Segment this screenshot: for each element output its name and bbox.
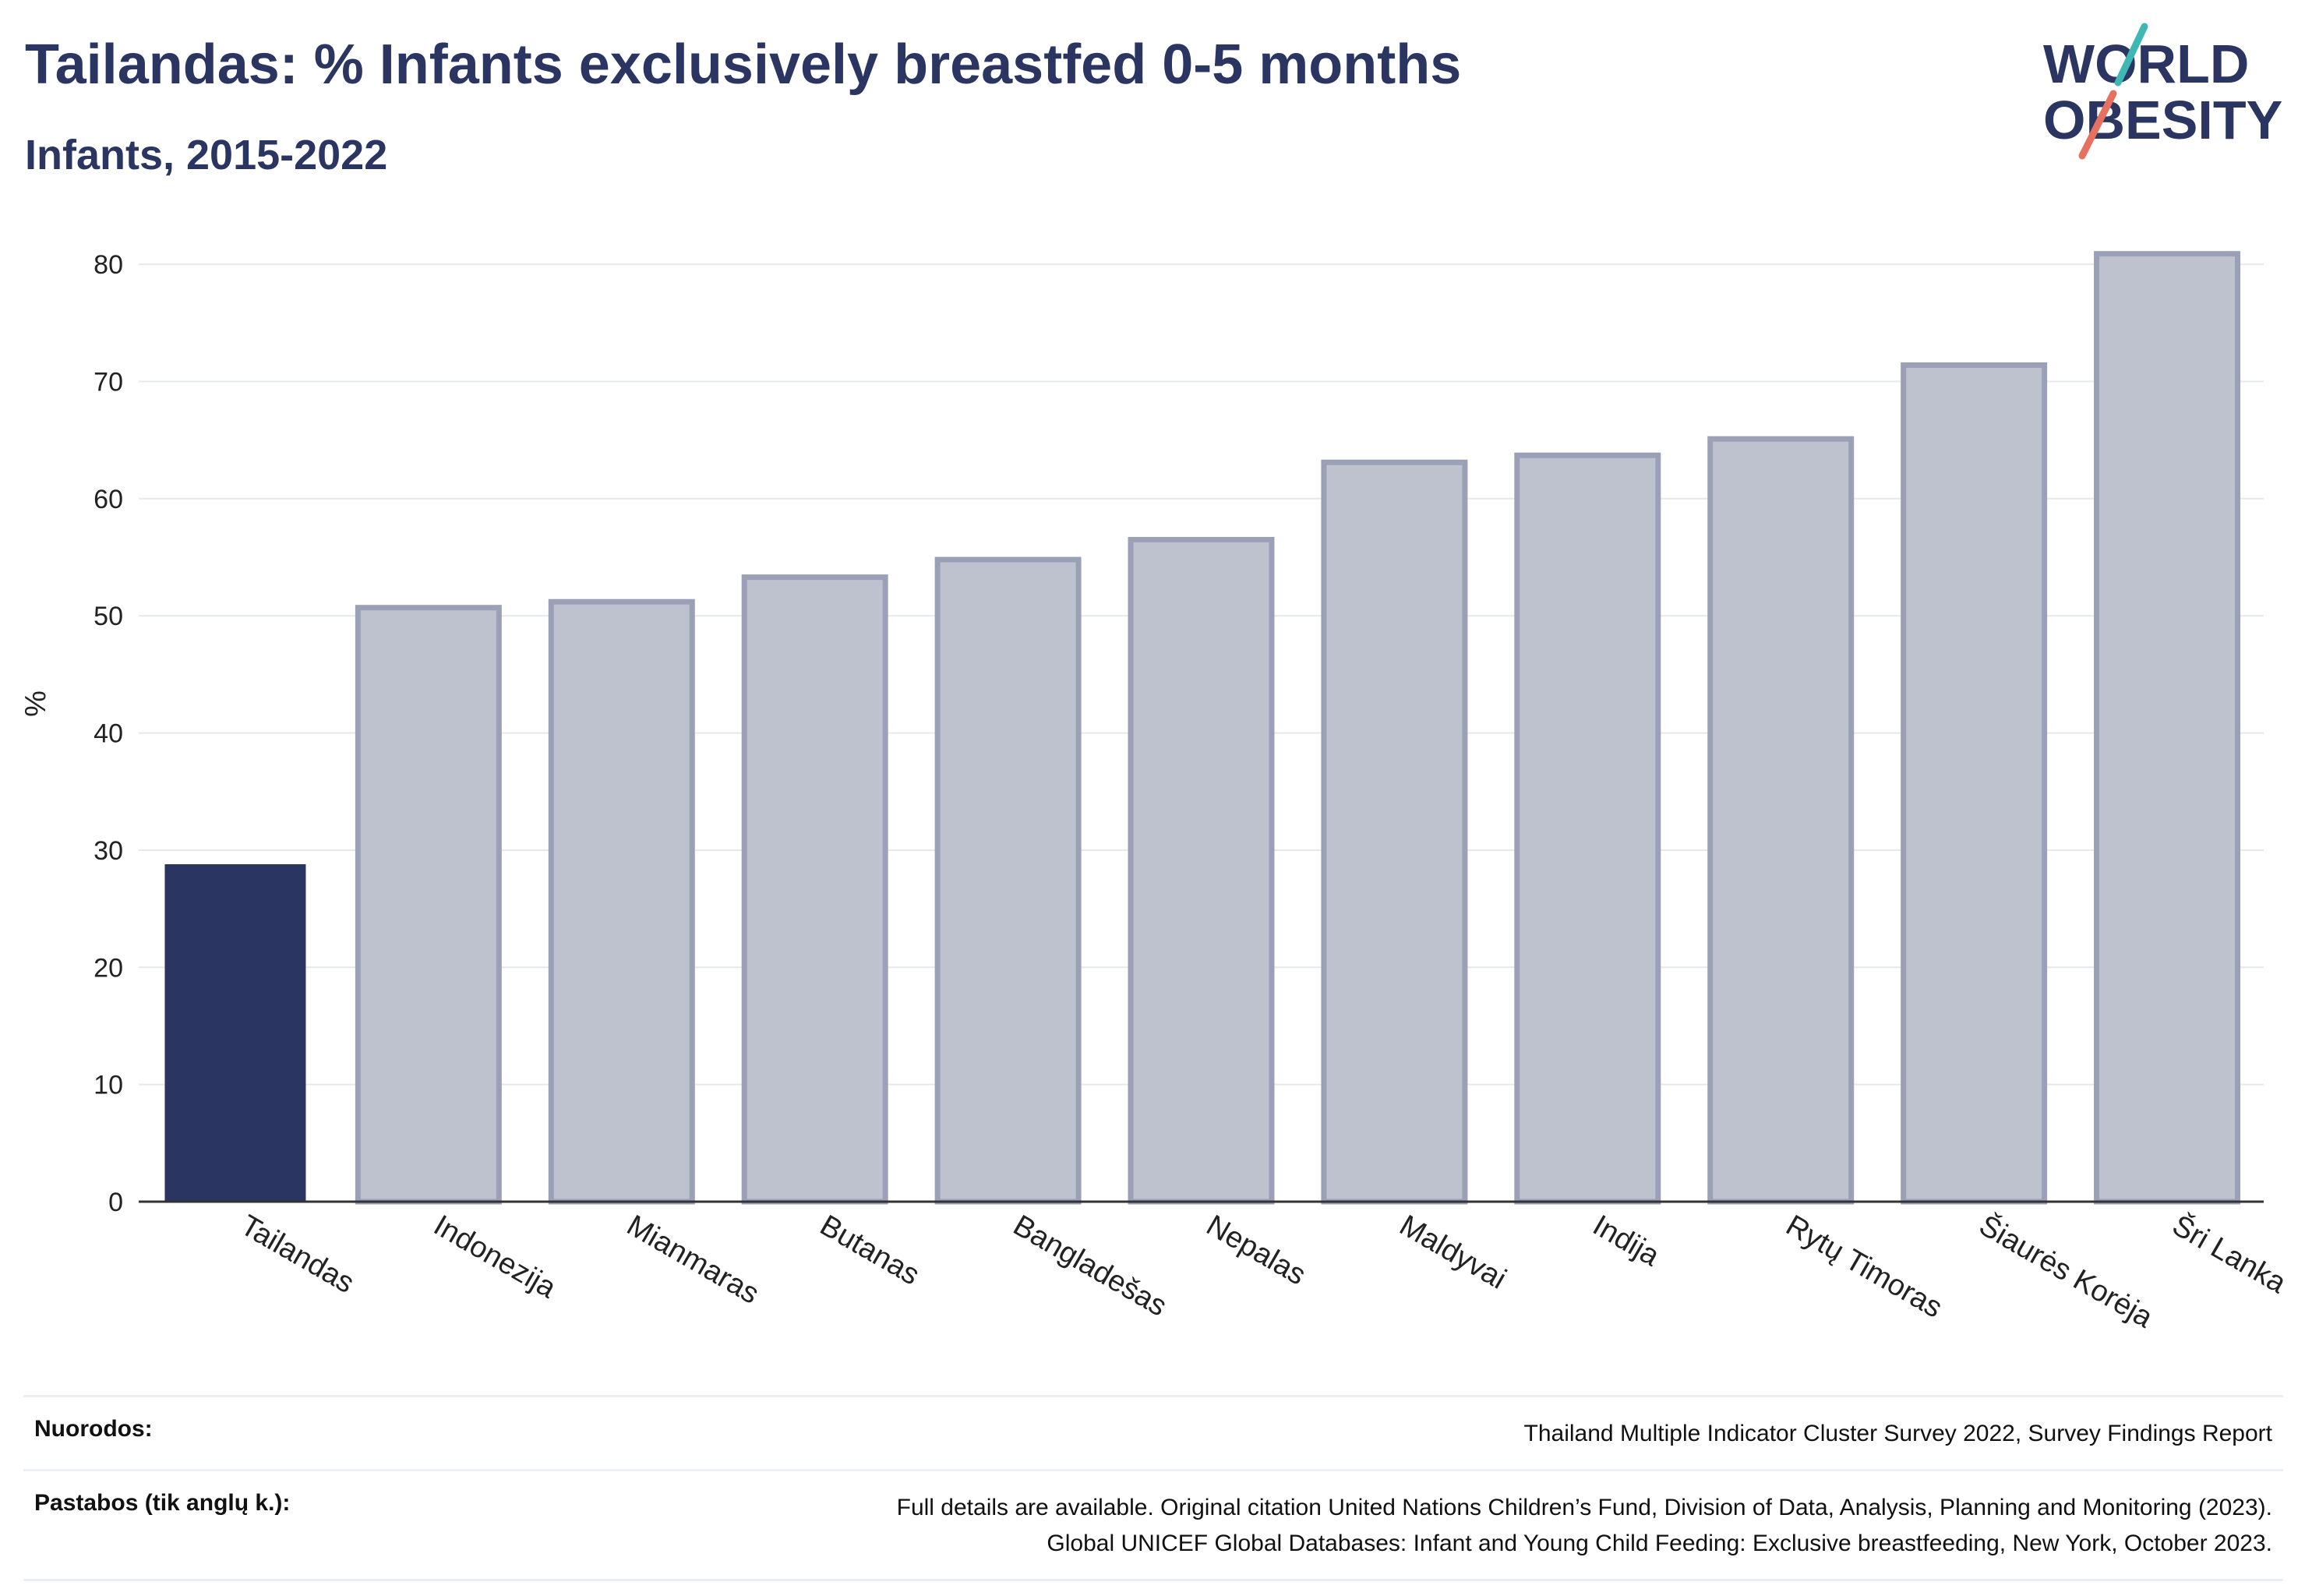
x-tick-label: Indija xyxy=(1587,1209,1665,1273)
x-tick-label: Šri Lanka xyxy=(2167,1208,2293,1301)
y-tick-label: 80 xyxy=(94,250,123,280)
sources-row: Nuorodos: Thailand Multiple Indicator Cl… xyxy=(23,1395,2283,1469)
sources-text: Thailand Multiple Indicator Cluster Surv… xyxy=(1523,1421,2272,1446)
bar-4 xyxy=(934,556,1082,1205)
y-tick-label: 40 xyxy=(94,719,123,749)
y-tick-label: 0 xyxy=(108,1188,123,1217)
bar-1 xyxy=(355,605,502,1205)
notes-text: Full details are available. Original cit… xyxy=(897,1490,2272,1562)
notes-line-1: Full details are available. Original cit… xyxy=(896,1495,2272,1520)
x-tick-label: Maldyvai xyxy=(1394,1209,1512,1295)
x-tick-label: Indonezija xyxy=(428,1209,562,1305)
x-axis-labels: Tailandas Indonezija Mianmaras Butanas Bangl… xyxy=(235,1208,2293,1335)
footer: Nuorodos: Thailand Multiple Indicator Cl… xyxy=(23,1395,2283,1581)
x-tick-label: Butanas xyxy=(814,1209,925,1291)
logo-text-world: WORLD xyxy=(2043,34,2249,94)
bar-0 xyxy=(164,863,306,1202)
x-tick-label: Šiaurės Korėja xyxy=(1974,1208,2160,1335)
bar-9 xyxy=(1901,362,2048,1205)
logo-text-obesity: OBESITY xyxy=(2043,90,2282,150)
bar-3 xyxy=(741,574,888,1205)
y-axis-ticks: 0 10 20 30 40 50 60 70 80 xyxy=(94,250,123,1217)
notes-label: Pastabos (tik anglų k.): xyxy=(34,1490,291,1516)
world-obesity-logo: WORLD OBESITY xyxy=(2043,23,2282,160)
y-axis-label: % xyxy=(19,690,52,717)
bar-5 xyxy=(1128,537,1275,1205)
bar-chart: 0 10 20 30 40 50 60 70 80 Tailandas Indonezija Mia… xyxy=(19,250,2293,1335)
sources-label: Nuorodos: xyxy=(34,1416,153,1442)
y-tick-label: 50 xyxy=(94,602,123,631)
y-tick-label: 70 xyxy=(94,368,123,397)
x-tick-label: Rytų Timoras xyxy=(1781,1209,1948,1324)
x-tick-label: Nepalas xyxy=(1201,1209,1311,1291)
y-tick-label: 10 xyxy=(94,1071,123,1100)
bar-7 xyxy=(1514,452,1661,1205)
notes-line-2: Global UNICEF Global Databases: Infant a… xyxy=(1047,1531,2272,1556)
chart-subtitle: Infants, 2015-2022 xyxy=(25,132,388,178)
y-tick-label: 20 xyxy=(94,953,123,983)
logo-slash-coral-icon xyxy=(2078,90,2117,160)
y-tick-label: 30 xyxy=(94,836,123,866)
bar-2 xyxy=(548,598,695,1205)
x-tick-label: Mianmaras xyxy=(621,1209,764,1310)
bar-10 xyxy=(2094,251,2241,1205)
bar-6 xyxy=(1321,459,1468,1205)
notes-row: Pastabos (tik anglų k.): Full details ar… xyxy=(23,1469,2283,1581)
chart-title: Tailandas: % Infants exclusively breastf… xyxy=(25,34,1462,96)
x-tick-label: Bangladešas xyxy=(1008,1209,1172,1322)
bars xyxy=(164,251,2241,1205)
logo-slash-teal-icon xyxy=(2114,23,2148,87)
y-tick-label: 60 xyxy=(94,485,123,514)
x-tick-label: Tailandas xyxy=(235,1209,359,1300)
bar-8 xyxy=(1707,436,1855,1205)
